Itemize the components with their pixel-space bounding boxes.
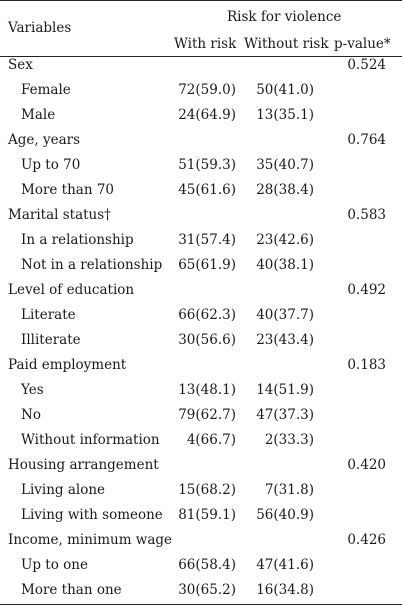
with-risk-cell: 30(65.2) <box>178 582 236 598</box>
p-value-cell: 0.183 <box>347 357 386 373</box>
variable-row: Sex 0.524 <box>0 53 402 78</box>
p-value-cell: 0.420 <box>347 457 386 473</box>
variable-row: Level of education 0.492 <box>0 278 402 303</box>
without-risk-cell: 23(43.4) <box>256 332 314 348</box>
category-row: Living with someone 81(59.1) 56(40.9) <box>0 503 402 528</box>
category-row: In a relationship 31(57.4) 23(42.6) <box>0 228 402 253</box>
p-value-cell: 0.524 <box>347 57 386 73</box>
category-row: Literate 66(62.3) 40(37.7) <box>0 303 402 328</box>
with-risk-cell: 79(62.7) <box>178 407 236 423</box>
without-risk-cell: 23(42.6) <box>256 232 314 248</box>
row-label: No <box>21 407 41 423</box>
without-risk-cell: 14(51.9) <box>256 382 314 398</box>
row-label: More than one <box>21 582 122 598</box>
row-label: Level of education <box>8 282 135 298</box>
with-risk-cell: 4(66.7) <box>186 432 236 448</box>
variable-row: Age, years 0.764 <box>0 128 402 153</box>
without-risk-cell: 13(35.1) <box>256 107 314 123</box>
row-label: Male <box>21 107 56 123</box>
without-risk-cell: 2(33.3) <box>264 432 314 448</box>
without-risk-cell: 50(41.0) <box>256 82 314 98</box>
row-label: Up to 70 <box>21 157 81 173</box>
without-risk-cell: 40(38.1) <box>256 257 314 273</box>
row-label: Sex <box>8 57 33 73</box>
without-risk-cell: 28(38.4) <box>256 182 314 198</box>
with-risk-cell: 31(57.4) <box>178 232 236 248</box>
row-label: Living alone <box>21 482 106 498</box>
row-label: Illiterate <box>21 332 81 348</box>
category-row: Illiterate 30(56.6) 23(43.4) <box>0 328 402 353</box>
row-label: Housing arrangement <box>8 457 159 473</box>
with-risk-cell: 45(61.6) <box>178 182 236 198</box>
category-row: Up to 70 51(59.3) 35(40.7) <box>0 153 402 178</box>
variable-row: Housing arrangement 0.420 <box>0 453 402 478</box>
category-row: More than one 30(65.2) 16(34.8) <box>0 578 402 603</box>
row-label: In a relationship <box>21 232 134 248</box>
with-risk-cell: 65(61.9) <box>178 257 236 273</box>
row-label: Living with someone <box>21 507 163 523</box>
with-risk-cell: 51(59.3) <box>178 157 236 173</box>
top-rule <box>0 0 402 1</box>
row-label: Literate <box>21 307 76 323</box>
with-risk-cell: 72(59.0) <box>178 82 236 98</box>
without-risk-header: Without risk <box>244 36 329 52</box>
category-row: Living alone 15(68.2) 7(31.8) <box>0 478 402 503</box>
row-label: Up to one <box>21 557 88 573</box>
p-value-cell: 0.426 <box>347 532 386 548</box>
row-label: Not in a relationship <box>21 257 163 273</box>
row-label: Paid employment <box>8 357 127 373</box>
row-label: Income, minimum wage <box>8 532 173 548</box>
variables-header: Variables <box>8 20 72 36</box>
with-risk-cell: 15(68.2) <box>178 482 236 498</box>
with-risk-cell: 66(58.4) <box>178 557 236 573</box>
with-risk-cell: 24(64.9) <box>178 107 236 123</box>
without-risk-cell: 16(34.8) <box>256 582 314 598</box>
without-risk-cell: 56(40.9) <box>256 507 314 523</box>
with-risk-cell: 13(48.1) <box>178 382 236 398</box>
category-row: Not in a relationship 65(61.9) 40(38.1) <box>0 253 402 278</box>
category-row: Without information 4(66.7) 2(33.3) <box>0 428 402 453</box>
without-risk-cell: 47(41.6) <box>256 557 314 573</box>
with-risk-cell: 30(56.6) <box>178 332 236 348</box>
row-label: Yes <box>21 382 44 398</box>
category-row: Up to one 66(58.4) 47(41.6) <box>0 553 402 578</box>
row-label: Age, years <box>8 132 81 148</box>
risk-group-header: Risk for violence <box>227 9 342 25</box>
variable-row: Paid employment 0.183 <box>0 353 402 378</box>
category-row: Yes 13(48.1) 14(51.9) <box>0 378 402 403</box>
without-risk-cell: 47(37.3) <box>256 407 314 423</box>
row-label: Female <box>21 82 71 98</box>
p-value-cell: 0.492 <box>347 282 386 298</box>
p-value-header: p-value* <box>334 36 391 52</box>
without-risk-cell: 35(40.7) <box>256 157 314 173</box>
variable-row: Income, minimum wage 0.426 <box>0 528 402 553</box>
p-value-cell: 0.764 <box>347 132 386 148</box>
category-row: No 79(62.7) 47(37.3) <box>0 403 402 428</box>
with-risk-cell: 66(62.3) <box>178 307 236 323</box>
row-label: More than 70 <box>21 182 115 198</box>
row-label: Without information <box>21 432 160 448</box>
with-risk-header: With risk <box>174 36 237 52</box>
category-row: Female 72(59.0) 50(41.0) <box>0 78 402 103</box>
category-row: More than 70 45(61.6) 28(38.4) <box>0 178 402 203</box>
bottom-rule <box>0 604 402 605</box>
with-risk-cell: 81(59.1) <box>178 507 236 523</box>
without-risk-cell: 40(37.7) <box>256 307 314 323</box>
table-body: Sex 0.524 Female 72(59.0) 50(41.0) Male 24(64.… <box>0 53 402 603</box>
without-risk-cell: 7(31.8) <box>264 482 314 498</box>
header-rule <box>0 56 402 57</box>
p-value-cell: 0.583 <box>347 207 386 223</box>
row-label: Marital status† <box>8 207 111 223</box>
category-row: Male 24(64.9) 13(35.1) <box>0 103 402 128</box>
variable-row: Marital status† 0.583 <box>0 203 402 228</box>
